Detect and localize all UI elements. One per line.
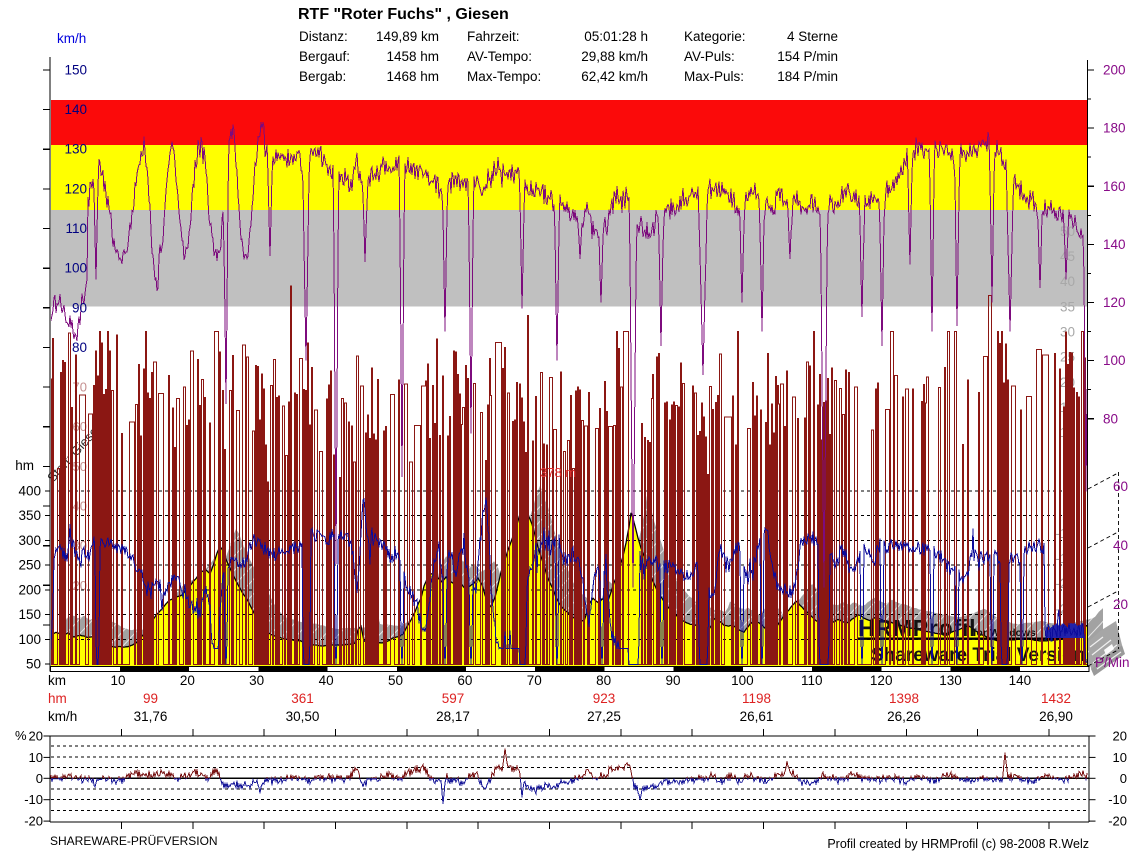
svg-text:120: 120: [1103, 295, 1126, 310]
svg-text:30: 30: [1060, 324, 1075, 339]
svg-text:1398: 1398: [889, 691, 919, 706]
svg-text:110: 110: [65, 221, 87, 236]
svg-text:60: 60: [457, 673, 472, 688]
svg-text:350: 350: [18, 508, 41, 523]
svg-text:AV-Tempo:: AV-Tempo:: [467, 49, 532, 64]
svg-text:10: 10: [110, 673, 125, 688]
svg-text:40: 40: [319, 673, 334, 688]
svg-text:05:01:28 h: 05:01:28 h: [584, 29, 648, 44]
svg-text:70: 70: [73, 380, 87, 395]
svg-text:140: 140: [1103, 237, 1126, 252]
svg-text:1198: 1198: [742, 691, 771, 706]
svg-text:4 Sterne: 4 Sterne: [787, 29, 838, 44]
svg-text:80: 80: [1103, 411, 1118, 426]
svg-text:1458 hm: 1458 hm: [386, 49, 439, 64]
svg-text:62,42 km/h: 62,42 km/h: [581, 69, 648, 84]
svg-text:184 P/min: 184 P/min: [777, 69, 838, 84]
svg-text:160: 160: [1103, 179, 1126, 194]
svg-text:140: 140: [64, 102, 87, 117]
svg-text:hm: hm: [15, 458, 34, 473]
svg-text:%: %: [15, 728, 27, 743]
svg-text:180: 180: [1103, 121, 1126, 136]
svg-text:20: 20: [1113, 729, 1127, 744]
svg-text:1468 hm: 1468 hm: [386, 69, 439, 84]
svg-text:20: 20: [1113, 597, 1128, 612]
svg-text:0: 0: [36, 771, 43, 786]
svg-text:100: 100: [1103, 353, 1126, 368]
svg-text:Profil created by HRMProfil (c: Profil created by HRMProfil (c) 98-2008 …: [827, 837, 1089, 851]
svg-text:-20: -20: [24, 814, 43, 829]
svg-text:26,61: 26,61: [740, 709, 774, 724]
svg-text:50: 50: [388, 673, 403, 688]
svg-text:150: 150: [64, 63, 87, 78]
svg-text:250: 250: [18, 558, 41, 573]
svg-text:200: 200: [18, 582, 41, 597]
svg-text:26,26: 26,26: [887, 709, 921, 724]
svg-text:300: 300: [18, 533, 41, 548]
svg-text:60: 60: [1113, 479, 1128, 494]
svg-text:100: 100: [64, 261, 87, 276]
svg-text:70: 70: [527, 673, 542, 688]
svg-text:597: 597: [442, 691, 465, 706]
svg-text:20: 20: [29, 729, 43, 744]
svg-text:40: 40: [1113, 538, 1128, 553]
svg-text:378 m: 378 m: [540, 465, 576, 480]
svg-text:AV-Puls:: AV-Puls:: [684, 49, 735, 64]
svg-text:Max-Puls:: Max-Puls:: [684, 69, 744, 84]
svg-text:31,76: 31,76: [134, 709, 168, 724]
svg-text:Distanz:: Distanz:: [299, 29, 348, 44]
svg-text:120: 120: [64, 181, 87, 196]
svg-text:400: 400: [18, 484, 41, 499]
svg-text:RTF "Roter Fuchs" , Giesen: RTF "Roter Fuchs" , Giesen: [298, 6, 509, 23]
svg-text:SHAREWARE-PRÜFVERSION: SHAREWARE-PRÜFVERSION: [50, 834, 218, 848]
svg-text:130: 130: [939, 673, 962, 688]
svg-text:120: 120: [870, 673, 893, 688]
svg-text:0: 0: [1120, 771, 1127, 786]
svg-text:28,17: 28,17: [436, 709, 470, 724]
svg-text:361: 361: [291, 691, 314, 706]
svg-text:154 P/min: 154 P/min: [777, 49, 838, 64]
svg-text:140: 140: [1009, 673, 1032, 688]
svg-text:45: 45: [1060, 249, 1075, 264]
svg-text:90: 90: [72, 300, 87, 315]
svg-text:30: 30: [249, 673, 264, 688]
svg-text:100: 100: [731, 673, 754, 688]
svg-text:Max-Tempo:: Max-Tempo:: [467, 69, 541, 84]
svg-text:Bergab:: Bergab:: [299, 69, 346, 84]
svg-text:80: 80: [596, 673, 611, 688]
svg-text:27,25: 27,25: [587, 709, 621, 724]
svg-text:1432: 1432: [1041, 691, 1071, 706]
svg-text:30,50: 30,50: [286, 709, 320, 724]
svg-text:110: 110: [801, 673, 823, 688]
svg-text:Bergauf:: Bergauf:: [299, 49, 350, 64]
svg-text:-20: -20: [1108, 814, 1127, 829]
svg-text:200: 200: [1103, 63, 1126, 78]
svg-text:20: 20: [180, 673, 195, 688]
svg-text:Kategorie:: Kategorie:: [684, 29, 746, 44]
svg-text:40: 40: [1060, 274, 1075, 289]
svg-text:29,88 km/h: 29,88 km/h: [581, 49, 648, 64]
svg-text:130: 130: [64, 142, 87, 157]
svg-text:km/h: km/h: [57, 31, 86, 46]
svg-text:150: 150: [18, 607, 41, 622]
svg-text:Fahrzeit:: Fahrzeit:: [467, 29, 520, 44]
svg-text:99: 99: [143, 691, 158, 706]
svg-text:-10: -10: [24, 792, 43, 807]
svg-text:100: 100: [18, 632, 41, 647]
svg-text:10: 10: [1113, 750, 1127, 765]
svg-text:km/h: km/h: [48, 709, 77, 724]
svg-text:80: 80: [72, 340, 87, 355]
svg-text:P/Min: P/Min: [1095, 655, 1130, 670]
svg-text:923: 923: [593, 691, 616, 706]
svg-text:km: km: [48, 673, 66, 688]
svg-text:10: 10: [29, 750, 43, 765]
svg-text:50: 50: [26, 657, 41, 672]
svg-text:hm: hm: [48, 691, 67, 706]
svg-text:-10: -10: [1108, 792, 1127, 807]
svg-text:149,89 km: 149,89 km: [376, 29, 439, 44]
svg-text:26,90: 26,90: [1039, 709, 1073, 724]
svg-text:90: 90: [665, 673, 680, 688]
svg-text:35: 35: [1060, 299, 1075, 314]
